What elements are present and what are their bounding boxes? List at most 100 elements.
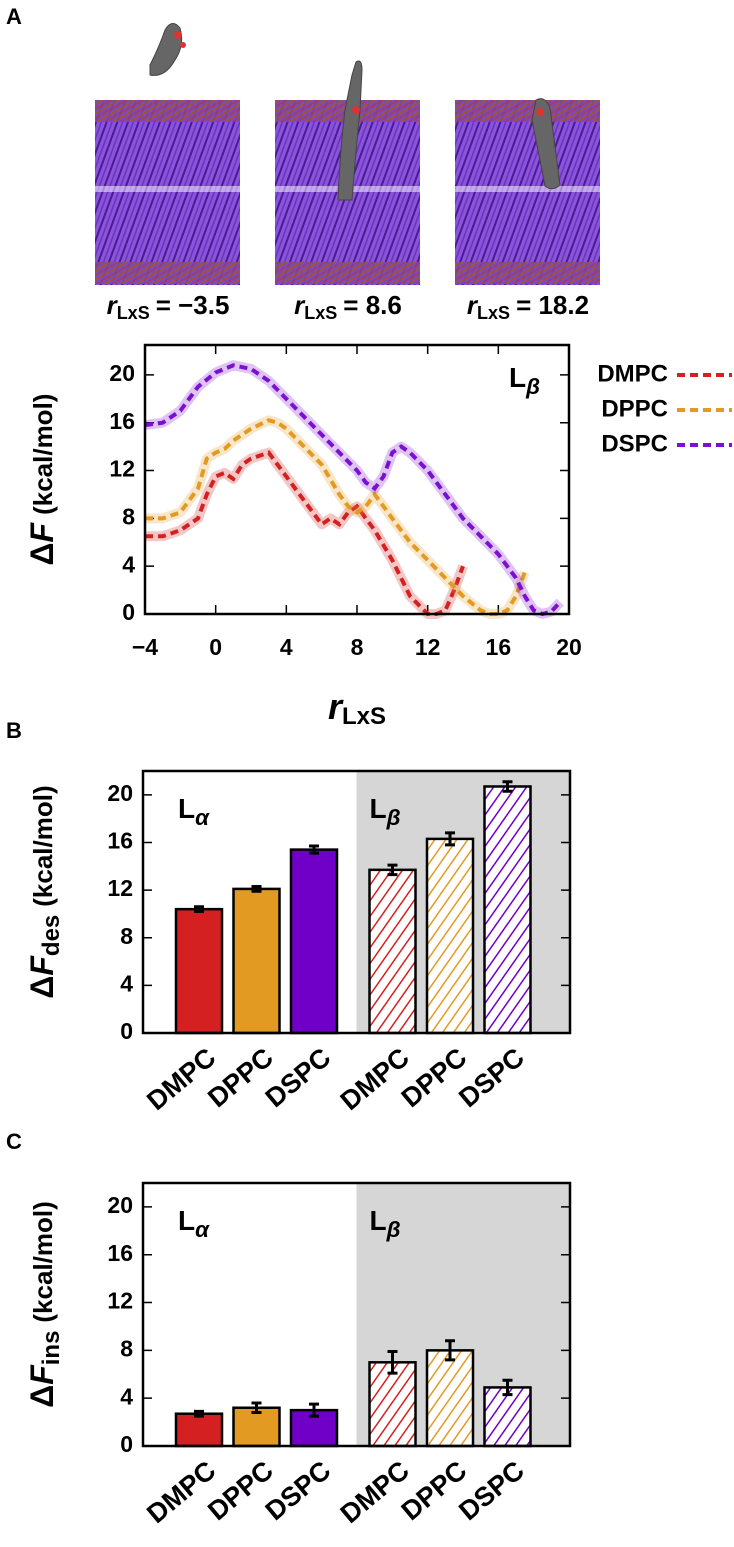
annotation-text: L <box>509 362 526 393</box>
x-label-subscript: LxS <box>342 703 386 730</box>
bar <box>425 1349 475 1448</box>
legend-label: DSPC <box>601 430 668 457</box>
y-axis-label: ΔF (kcal/mol) <box>24 394 60 566</box>
y-tick-label: 16 <box>107 828 133 854</box>
plot-frame <box>141 769 572 1035</box>
y-label-subscript: des <box>38 915 65 956</box>
legend-label: DPPC <box>601 395 668 422</box>
y-tick-label: 16 <box>107 1240 133 1266</box>
bar <box>174 907 224 1035</box>
y-tick-label: 0 <box>120 1018 133 1044</box>
y-label-subscript: ins <box>38 1331 65 1366</box>
bar <box>368 1361 417 1448</box>
annotation: Lα <box>178 793 210 829</box>
snapshot-caption: rLxS = 18.2 <box>467 290 589 323</box>
y-label-symbol: Δ <box>24 1385 60 1408</box>
x-tick-label: DSPC <box>453 1042 530 1113</box>
series-line <box>145 418 527 616</box>
annotation-subscript: α <box>195 1217 210 1242</box>
error-bar <box>309 844 319 855</box>
error-bar <box>387 1350 398 1375</box>
panel-label: B <box>6 718 22 743</box>
caption-symbol: r <box>107 290 119 320</box>
x-tick-label: −4 <box>132 634 158 660</box>
x-tick-label: DSPC <box>260 1455 337 1526</box>
error-bar <box>194 1409 204 1418</box>
annotation-subscript: β <box>525 374 540 399</box>
plot-frame <box>143 343 571 616</box>
annotation-text: L <box>178 793 195 824</box>
error-bar <box>251 885 262 893</box>
caption-text: = 18.2 <box>516 290 589 320</box>
y-tick-label: 8 <box>122 503 135 529</box>
snapshot-2 <box>275 60 420 285</box>
y-axis-label: ΔFins (kcal/mol) <box>24 1201 65 1408</box>
y-tick-label: 8 <box>120 1335 133 1361</box>
x-tick-label: 8 <box>351 634 364 660</box>
error-bar <box>445 831 455 847</box>
bar <box>232 887 281 1035</box>
caption-subscript: LxS <box>117 303 150 323</box>
x-label-symbol: r <box>328 686 344 727</box>
caption-text: = 8.6 <box>343 290 402 320</box>
bar <box>368 868 417 1035</box>
x-tick-label: DPPC <box>396 1455 473 1526</box>
y-label-var: F <box>24 1364 60 1385</box>
x-tick-label: DMPC <box>335 1042 415 1116</box>
caption-subscript: LxS <box>477 303 510 323</box>
y-tick-label: 4 <box>120 970 133 996</box>
x-tick-label: 0 <box>209 634 222 660</box>
annotation: Lα <box>178 1205 210 1241</box>
x-tick-label: DMPC <box>141 1042 221 1116</box>
error-band <box>145 447 468 619</box>
x-tick-label: 12 <box>415 634 441 660</box>
x-tick-label: DMPC <box>141 1455 221 1529</box>
bar <box>174 1412 224 1448</box>
y-tick-label: 4 <box>122 551 135 577</box>
panel-label: A <box>6 4 22 29</box>
x-tick-label: DMPC <box>335 1455 415 1529</box>
caption-text: = −3.5 <box>156 290 230 320</box>
annotation: Lβ <box>509 362 540 398</box>
annotation-text: L <box>178 1205 195 1236</box>
bar <box>483 1386 532 1448</box>
x-tick-label: 20 <box>556 634 582 660</box>
y-label-symbol: Δ <box>24 542 60 565</box>
y-tick-label: 0 <box>122 599 135 625</box>
x-tick-label: 16 <box>486 634 512 660</box>
annotation-text: L <box>370 793 387 824</box>
x-axis-label: rLxS <box>328 686 386 731</box>
bar <box>483 785 532 1035</box>
bar <box>425 837 475 1035</box>
error-bar <box>387 863 398 877</box>
x-tick-label: DSPC <box>260 1042 337 1113</box>
bar <box>289 848 339 1035</box>
series-line <box>144 363 562 617</box>
y-tick-label: 20 <box>107 780 133 806</box>
x-tick-label: 4 <box>280 634 293 660</box>
panel-label: C <box>6 1129 22 1154</box>
error-bar <box>251 1401 262 1415</box>
annotation-subscript: α <box>195 805 210 830</box>
error-bar <box>502 1378 513 1397</box>
snapshot-caption: rLxS = −3.5 <box>107 290 230 323</box>
caption-subscript: LxS <box>304 303 337 323</box>
annotation: Lβ <box>370 1205 401 1241</box>
snapshot-images <box>95 23 600 285</box>
plot-frame <box>141 1181 572 1448</box>
x-tick-label: DPPC <box>396 1042 473 1113</box>
y-tick-label: 20 <box>109 360 135 386</box>
x-tick-label: DPPC <box>202 1455 279 1526</box>
error-bar <box>502 780 513 793</box>
y-label-unit: (kcal/mol) <box>28 1201 58 1322</box>
y-label-var: F <box>24 955 60 976</box>
y-label-unit: (kcal/mol) <box>28 394 58 515</box>
annotation-text: L <box>370 1205 387 1236</box>
y-label-var: F <box>24 521 60 542</box>
y-label-unit: (kcal/mol) <box>28 785 58 906</box>
legend-label: DMPC <box>597 360 668 387</box>
y-tick-label: 20 <box>107 1192 133 1218</box>
caption-symbol: r <box>467 290 479 320</box>
annotation-subscript: β <box>386 1217 401 1242</box>
